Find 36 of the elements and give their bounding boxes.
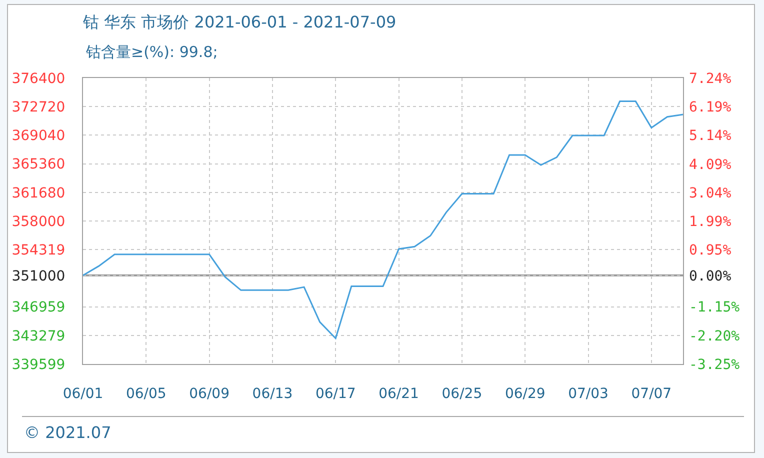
y-tick-label: 346959 — [12, 300, 66, 316]
y-tick-label: 354319 — [12, 242, 66, 258]
x-tick-label: 06/05 — [126, 386, 166, 402]
y2-tick-label: 1.99% — [689, 214, 732, 230]
line-series — [83, 100, 683, 340]
x-tick-label: 07/03 — [568, 386, 608, 402]
y2-tick-label: 4.09% — [689, 156, 732, 173]
x-tick-label: 07/07 — [631, 386, 672, 402]
x-tick-label: 06/29 — [504, 386, 546, 402]
y2-tick-label: 0.00% — [689, 268, 732, 284]
x-tick-label: 06/25 — [442, 386, 482, 402]
y-tick-label: 358000 — [12, 214, 66, 230]
y2-tick-label: 6.19% — [689, 100, 732, 116]
y2-tick-label: 3.04% — [689, 185, 732, 202]
chart-title: 钴 华东 市场价 2021-06-01 - 2021-07-09 — [82, 12, 396, 32]
y-tick-label: 369040 — [12, 128, 66, 144]
y-tick-label: 351000 — [12, 268, 66, 284]
x-tick-label: 06/09 — [189, 386, 230, 402]
x-tick-label: 06/13 — [252, 386, 293, 402]
x-tick-label: 06/21 — [378, 386, 419, 402]
y2-tick-label: -3.25% — [689, 356, 740, 373]
y2-tick-label: -2.20% — [689, 328, 740, 344]
y-tick-label: 339599 — [12, 356, 66, 373]
x-tick-label: 06/01 — [62, 386, 104, 402]
x-tick-label: 06/17 — [315, 386, 356, 402]
y-tick-label: 343279 — [12, 328, 66, 344]
chart-subtitle: 钴含量≥(%): 99.8; — [85, 43, 218, 61]
text: © 2021.07 — [24, 423, 112, 442]
y2-tick-label: 7.24% — [689, 70, 732, 87]
y-tick-label: 372720 — [12, 100, 66, 116]
y-tick-label: 361680 — [12, 185, 66, 202]
y-tick-label: 376400 — [12, 70, 66, 87]
y2-tick-label: 5.14% — [689, 128, 732, 144]
y2-tick-label: 0.95% — [689, 242, 732, 258]
y2-tick-label: -1.15% — [689, 300, 740, 316]
y-tick-label: 365360 — [12, 156, 66, 173]
